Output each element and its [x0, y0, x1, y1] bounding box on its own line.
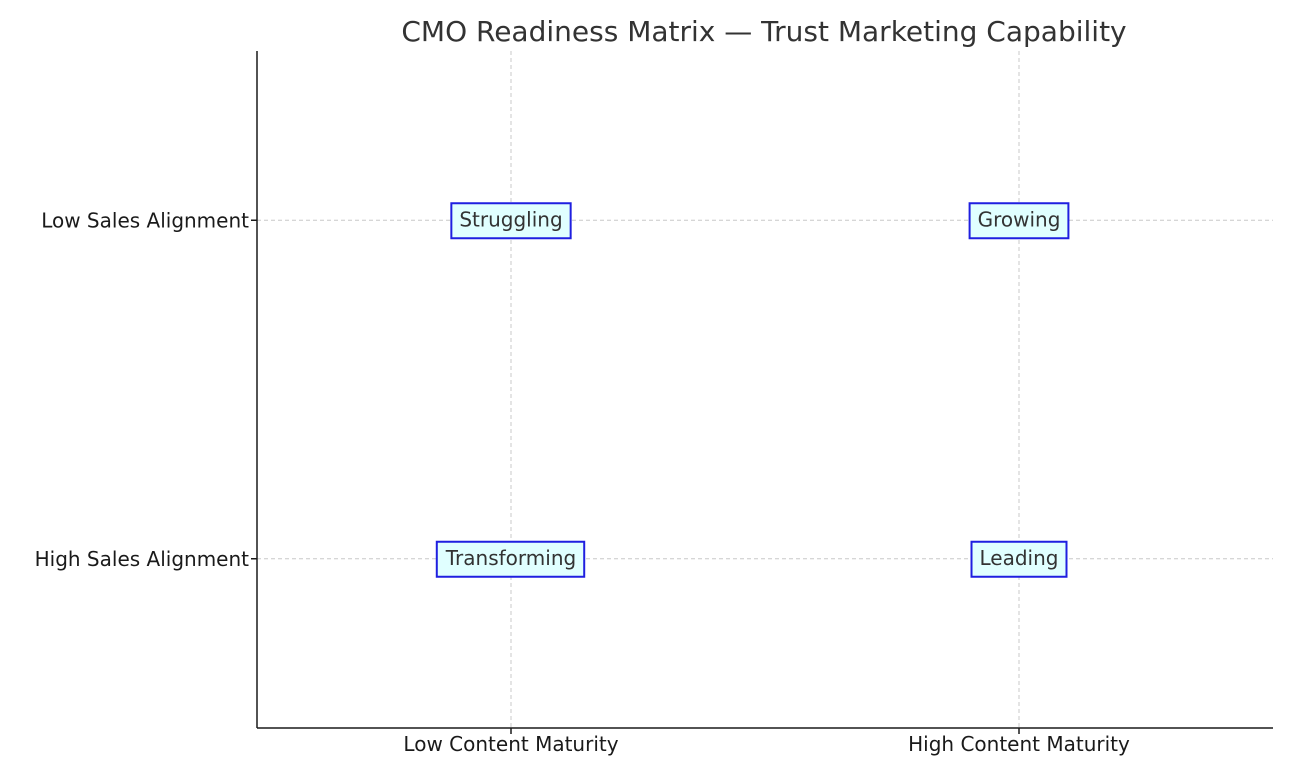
grid-layer [257, 51, 1273, 728]
quadrant-label-box [435, 540, 586, 578]
x-tick-label: Low Content Maturity [403, 732, 618, 756]
tick-layer: Low Content Maturity High Content Maturit… [35, 208, 1130, 756]
quadrant-label-struggling: Struggling [450, 202, 572, 240]
quadrant-label-box [968, 202, 1070, 240]
quadrant-label-text: Transforming [445, 546, 576, 570]
y-tick-label: Low Sales Alignment [41, 208, 249, 232]
quadrant-label-text: Growing [978, 207, 1061, 231]
quadrant-label-text: Leading [980, 546, 1059, 570]
quadrant-label-text: Struggling [459, 207, 562, 231]
x-tick-label: High Content Maturity [908, 732, 1130, 756]
quadrant-label-leading: Leading [970, 540, 1068, 578]
point-layer: Struggling Growing Transforming Leading [435, 202, 1070, 578]
axis-layer [256, 51, 1273, 729]
quadrant-label-growing: Growing [968, 202, 1070, 240]
chart-title: CMO Readiness Matrix — Trust Marketing C… [401, 15, 1126, 48]
quadrant-label-box [450, 202, 572, 240]
quadrant-label-box [970, 540, 1068, 578]
y-tick-label: High Sales Alignment [35, 547, 250, 571]
quadrant-label-transforming: Transforming [435, 540, 586, 578]
